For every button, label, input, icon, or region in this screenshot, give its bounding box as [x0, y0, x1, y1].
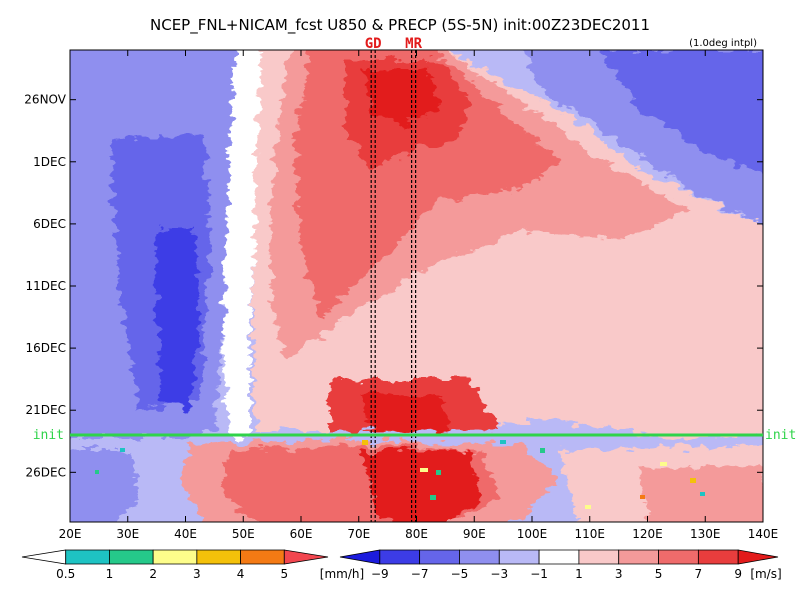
u850-colorbar-label: −7 — [411, 567, 429, 581]
precip-colorbar: 0.5 1 2 3 4 5 [mm/h] — [21, 549, 364, 581]
y-tick-label: 21DEC — [26, 403, 66, 417]
u850-colorbar-swatch — [339, 549, 381, 565]
precip-colorbar-swatch — [283, 549, 329, 565]
x-tick-label: 40E — [174, 527, 197, 541]
u850-colorbar-label: −9 — [371, 567, 389, 581]
chart-note: (1.0deg intpl) — [689, 38, 757, 49]
chart-title: NCEP_FNL+NICAM_fcst U850 & PRECP (5S-5N)… — [150, 16, 650, 35]
u850-colorbar-swatch — [459, 549, 500, 565]
precip-colorbar-label: 3 — [193, 567, 201, 581]
precip-colorbar-label: 2 — [149, 567, 157, 581]
y-tick-label: 26NOV — [24, 93, 66, 107]
u850-colorbar-label: 5 — [655, 567, 663, 581]
u850-colorbar-unit: [m/s] — [750, 567, 781, 581]
precip-colorbar-swatch — [109, 549, 154, 565]
u850-colorbar-swatch — [578, 549, 620, 565]
marker-label: GD — [365, 36, 382, 52]
y-axis: 26NOV 1DEC 6DEC 11DEC 16DEC 21DEC 26DEC — [24, 93, 763, 479]
precip-colorbar-label: 4 — [237, 567, 245, 581]
u850-colorbar-swatch — [498, 549, 540, 565]
precip-speckles — [95, 440, 705, 509]
x-tick-label: 50E — [232, 527, 255, 541]
init-label-right: init — [765, 428, 796, 443]
precip-colorbar-swatch — [21, 549, 67, 565]
u850-colorbar: −9 −7 −5 −3 −1 1 3 5 7 9 [m/s] — [339, 549, 782, 581]
plot-area — [70, 50, 763, 522]
x-tick-label: 60E — [290, 527, 313, 541]
x-tick-label: 90E — [463, 527, 486, 541]
u850-colorbar-label: 1 — [575, 567, 583, 581]
x-tick-label: 70E — [347, 527, 370, 541]
precip-colorbar-label: 1 — [106, 567, 114, 581]
x-tick-label: 30E — [116, 527, 139, 541]
x-tick-label: 100E — [517, 527, 548, 541]
x-tick-label: 140E — [748, 527, 779, 541]
u850-colorbar-swatch — [697, 549, 739, 565]
y-tick-label: 16DEC — [26, 341, 66, 355]
precip-colorbar-unit: [mm/h] — [320, 567, 364, 581]
u850-colorbar-swatch — [419, 549, 460, 565]
u850-colorbar-label: −5 — [451, 567, 469, 581]
precip-colorbar-label: 5 — [280, 567, 288, 581]
u850-colorbar-swatch — [379, 549, 421, 565]
u850-colorbar-label: −1 — [530, 567, 548, 581]
y-tick-label: 11DEC — [26, 279, 66, 293]
u850-colorbar-swatch — [737, 549, 779, 565]
x-axis: 20E 30E 40E 50E 60E 70E 80E 90E 100E 110E 120E 130E… — [59, 50, 779, 541]
precip-colorbar-swatch — [240, 549, 285, 565]
location-markers: GD MR — [365, 36, 423, 522]
u850-colorbar-label: 7 — [695, 567, 703, 581]
precip-colorbar-swatch — [196, 549, 241, 565]
init-label: init — [33, 428, 64, 443]
marker-label: MR — [405, 36, 422, 52]
x-tick-label: 20E — [59, 527, 82, 541]
u850-colorbar-swatch — [618, 549, 659, 565]
x-tick-label: 110E — [575, 527, 606, 541]
x-tick-label: 130E — [690, 527, 721, 541]
y-tick-label: 6DEC — [33, 217, 66, 231]
u850-colorbar-label: 3 — [615, 567, 623, 581]
u850-colorbar-label: −3 — [490, 567, 508, 581]
precip-colorbar-label: 0.5 — [56, 567, 75, 581]
x-tick-label: 80E — [405, 527, 428, 541]
precip-colorbar-swatch — [65, 549, 110, 565]
y-tick-label: 26DEC — [26, 465, 66, 479]
init-line-group: init init — [33, 428, 797, 443]
u850-colorbar-swatch — [658, 549, 699, 565]
x-tick-label: 120E — [632, 527, 663, 541]
u850-colorbar-swatch — [538, 549, 580, 565]
u850-colorbar-label: 9 — [734, 567, 742, 581]
y-tick-label: 1DEC — [33, 155, 66, 169]
precip-colorbar-swatch — [152, 549, 198, 565]
